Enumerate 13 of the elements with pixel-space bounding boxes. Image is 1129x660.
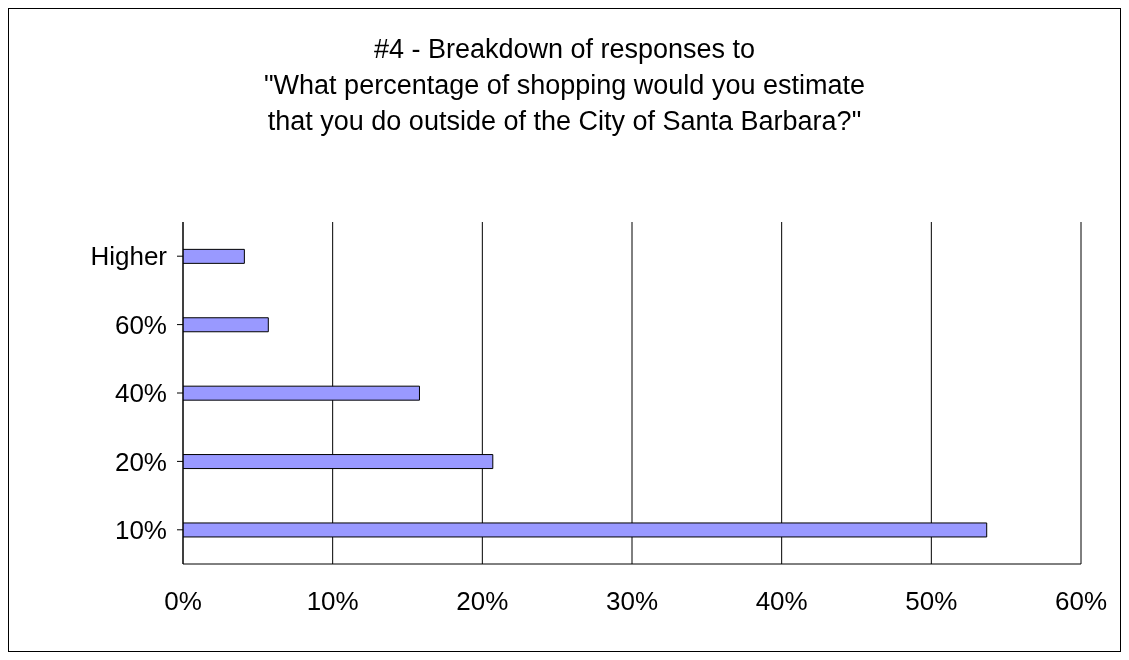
x-tick-label: 40% (755, 586, 808, 617)
x-tick-label: 20% (456, 586, 509, 617)
y-tick-label: Higher (90, 241, 168, 272)
x-tick-label: 30% (605, 586, 659, 617)
y-tick-label: 10% (114, 515, 167, 546)
y-tick-label: 20% (114, 446, 167, 477)
x-tick-label: 50% (905, 586, 958, 617)
y-tick-label: 40% (114, 378, 167, 409)
x-tick-label: 60% (1054, 586, 1108, 617)
x-tick-label: 0% (164, 586, 202, 617)
chart-title: #4 - Breakdown of responses to "What percentage of shopping would you estimate that you do outside of the City of Santa Barbara?" (263, 33, 866, 138)
x-tick-label: 10% (306, 586, 359, 617)
y-tick-label: 60% (114, 309, 167, 340)
